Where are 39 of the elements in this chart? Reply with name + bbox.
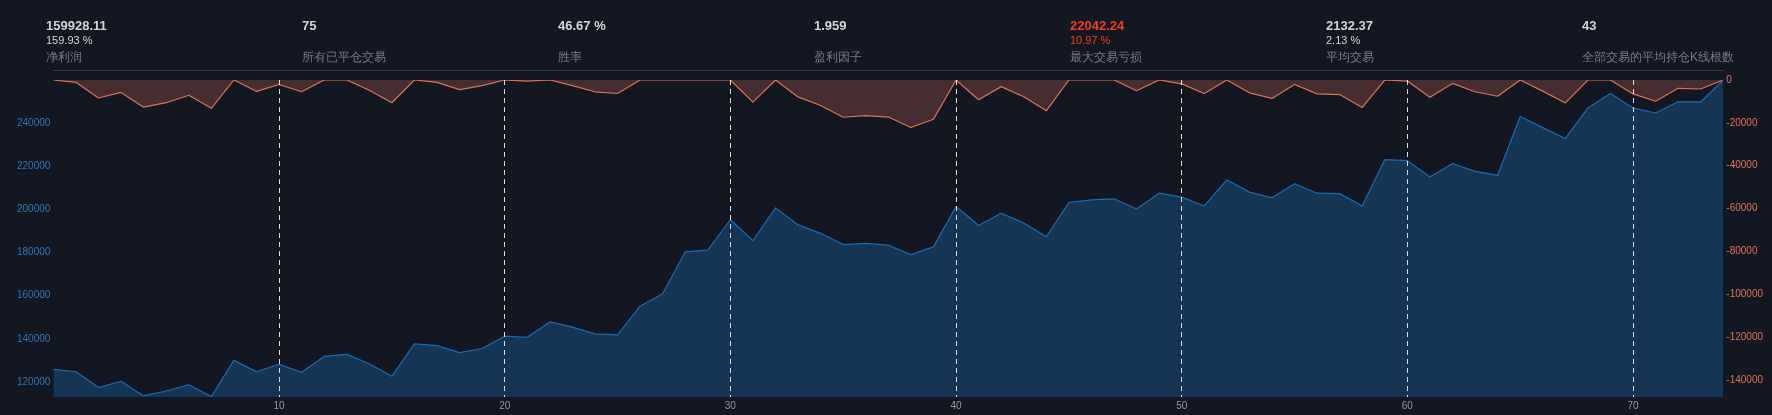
y-tick-label: 200000 [16,203,51,215]
y2-tick-label: -60000 [1726,202,1758,214]
y2-tick-label: -120000 [1726,330,1764,342]
y-tick-label: 140000 [16,332,51,344]
category-label: 盈利因子 [814,50,862,65]
y2-tick-label: -140000 [1726,373,1764,385]
category-label: 胜率 [558,50,583,65]
x-tick-label: 70 [1627,399,1640,411]
x-tick-label: 20 [499,399,511,411]
data-label: 2.13 % [1326,33,1362,48]
data-label: 159928.11 [46,18,107,33]
x-tick-label: 50 [1176,399,1188,411]
data-label: 43 [1582,18,1598,33]
category-label: 全部交易的平均持仓K线根数 [1582,50,1735,65]
x-tick-label: 60 [1401,399,1414,411]
y2-tick-label: -100000 [1726,287,1764,299]
y2-tick-label: 0 [1726,73,1733,85]
data-label: 46.67 % [558,18,606,33]
y-tick-label: 160000 [16,289,51,301]
category-label: 所有已平仓交易 [302,50,386,65]
y2-tick-label: -80000 [1726,245,1758,257]
data-label: 2132.37 [1326,18,1374,33]
data-label: 22042.24 [1070,18,1126,33]
data-label: 1.959 [814,18,848,33]
y-tick-label: 120000 [16,375,51,387]
y-tick-label: 240000 [16,116,51,128]
x-tick-label: 40 [950,399,963,411]
category-label: 平均交易 [1326,50,1374,65]
y2-tick-label: -40000 [1726,159,1758,171]
category-label: 净利润 [46,50,83,65]
y-tick-label: 220000 [16,160,51,172]
x-tick-label: 10 [273,399,286,411]
category-label: 最大交易亏损 [1070,50,1142,65]
x-tick-label: 30 [724,399,737,411]
data-label: 10.97 % [1070,33,1112,48]
data-label: 159.93 % [46,33,94,48]
y-tick-label: 180000 [16,246,51,258]
y2-tick-label: -20000 [1726,116,1758,128]
data-label: 75 [302,18,318,33]
